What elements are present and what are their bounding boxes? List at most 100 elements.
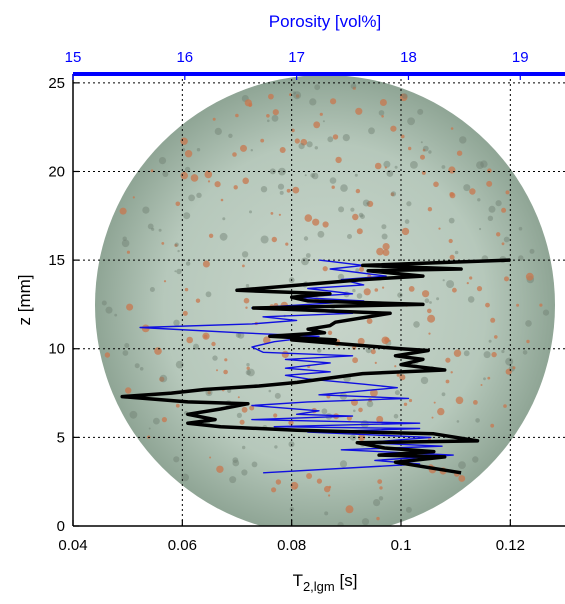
speckle [245, 284, 250, 288]
speckle [487, 376, 491, 380]
speckle [339, 460, 348, 468]
speckle [485, 302, 490, 308]
bottom-tick-label: 0.04 [58, 537, 87, 554]
speckle [150, 169, 154, 173]
speckle [359, 266, 364, 272]
speckle [207, 390, 211, 395]
speckle [293, 91, 302, 100]
speckle [329, 177, 337, 184]
speckle [379, 486, 383, 490]
speckle [316, 348, 322, 353]
speckle [101, 300, 107, 306]
speckle [420, 141, 423, 144]
bottom-tick-label: 0.08 [277, 537, 306, 554]
speckle [378, 496, 384, 501]
speckle [396, 373, 400, 377]
speckle [327, 330, 333, 335]
speckle [362, 199, 370, 207]
speckle [319, 112, 323, 116]
speckle [142, 206, 150, 214]
speckle [301, 257, 309, 266]
speckle [378, 110, 385, 116]
speckle [456, 150, 463, 156]
speckle [228, 133, 233, 138]
speckle [356, 228, 363, 235]
speckle [363, 288, 371, 296]
speckle [505, 190, 510, 195]
speckle [496, 232, 501, 237]
speckle [196, 148, 201, 152]
speckle [126, 250, 130, 254]
speckle [525, 272, 534, 281]
speckle [394, 165, 398, 169]
speckle [309, 98, 317, 106]
speckle [422, 145, 429, 152]
speckle [383, 160, 391, 168]
speckle [449, 254, 455, 260]
speckle [337, 521, 344, 526]
speckle [281, 350, 289, 358]
speckle [505, 357, 514, 366]
speckle [374, 162, 382, 170]
speckle [105, 306, 113, 314]
speckle [353, 409, 356, 413]
speckle [433, 181, 439, 188]
speckle [366, 202, 369, 205]
speckle [365, 347, 372, 354]
left-tick-label: 5 [57, 429, 65, 446]
speckle [390, 125, 397, 132]
speckle [427, 207, 433, 212]
speckle [445, 379, 450, 384]
speckle [246, 366, 250, 370]
speckle [406, 201, 412, 207]
speckle [428, 150, 432, 154]
speckle [271, 114, 279, 122]
speckle [173, 319, 180, 326]
speckle [390, 192, 395, 197]
speckle [417, 108, 424, 115]
speckle [410, 161, 418, 169]
speckle [454, 250, 459, 255]
speckle [246, 363, 250, 367]
speckle [159, 374, 168, 383]
speckle [227, 388, 232, 393]
speckle [479, 227, 482, 231]
speckle [211, 341, 216, 347]
speckle [232, 457, 239, 463]
speckle [420, 154, 425, 160]
speckle [356, 293, 363, 299]
speckle [277, 183, 285, 190]
speckle [448, 166, 456, 174]
speckle [450, 127, 454, 130]
speckle [490, 423, 495, 428]
speckle [216, 369, 218, 372]
left-axis-ticks: 0 5 10 15 20 25 [48, 75, 79, 535]
left-tick-label: 0 [57, 518, 65, 535]
speckle [237, 331, 245, 339]
speckle [177, 249, 180, 253]
speckle [422, 148, 426, 152]
speckle [188, 194, 196, 202]
speckle [330, 98, 337, 105]
speckle [488, 339, 492, 343]
speckle [148, 427, 151, 430]
speckle [176, 268, 182, 275]
speckle [242, 264, 245, 268]
speckle [175, 403, 180, 408]
top-axis-ticks: 15 16 17 18 19 [65, 49, 529, 80]
speckle [381, 115, 384, 118]
speckle [153, 417, 160, 425]
speckle [209, 456, 212, 459]
speckle [335, 156, 342, 164]
speckle [224, 358, 228, 362]
speckle [476, 161, 484, 170]
speckle [340, 184, 348, 192]
speckle [504, 276, 509, 282]
speckle [208, 233, 214, 238]
speckle [248, 102, 253, 107]
speckle [488, 205, 496, 213]
speckle [286, 188, 291, 193]
speckle [162, 171, 169, 177]
speckle [268, 389, 272, 393]
left-tick-label: 20 [48, 163, 65, 180]
